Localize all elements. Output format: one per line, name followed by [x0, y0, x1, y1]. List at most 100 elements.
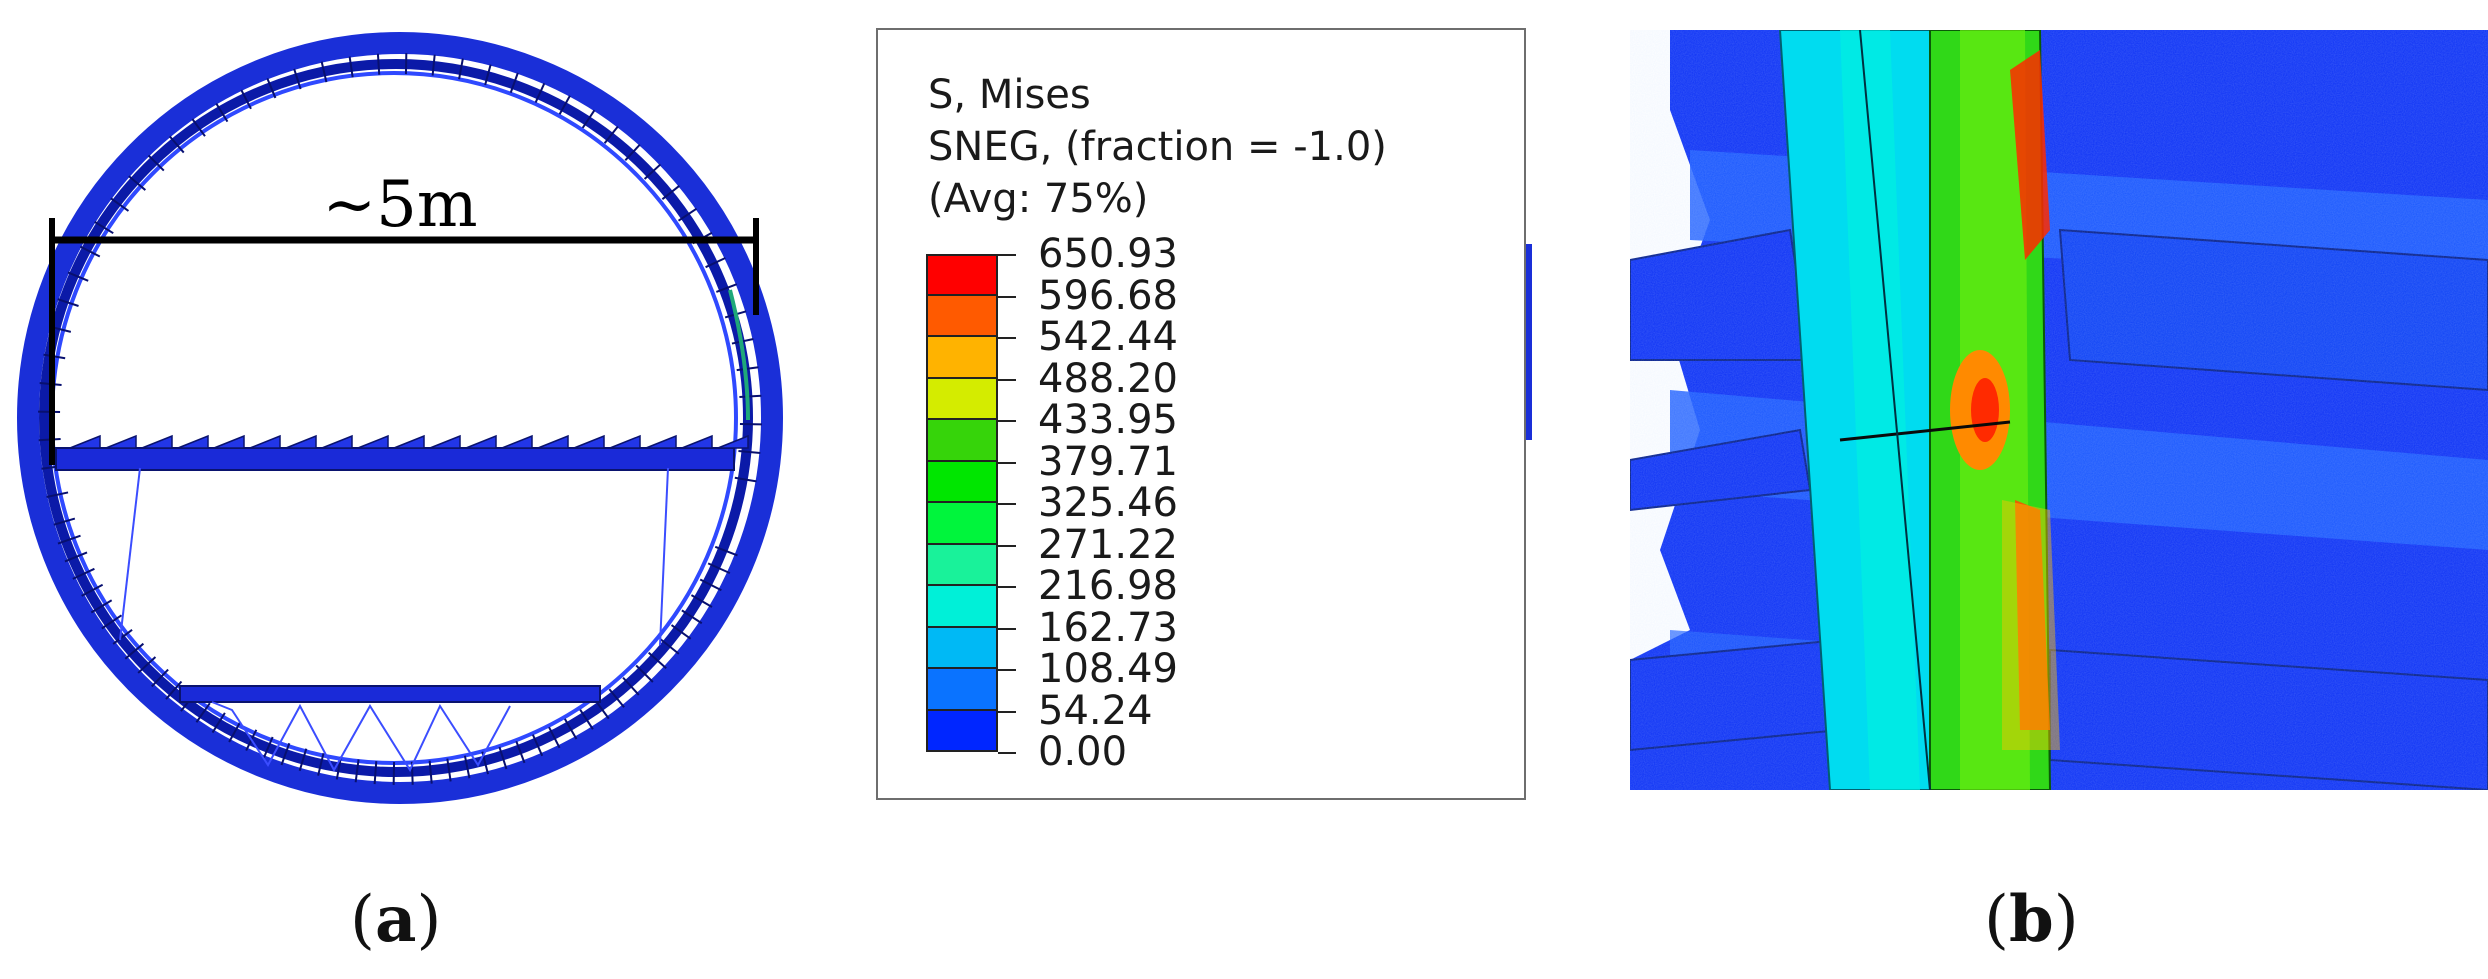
deck-bracket	[717, 434, 749, 449]
legend-value-label: 325.46	[1038, 480, 1178, 526]
hotspot-upper	[2010, 50, 2050, 260]
ring-rib	[128, 175, 147, 191]
legend-value-label: 271.22	[1038, 521, 1178, 568]
legend-value-label: 433.95	[1038, 397, 1178, 443]
deck-bracket	[177, 434, 209, 449]
ring-rib	[90, 599, 113, 614]
ring-rib	[137, 656, 157, 674]
crack-line	[1839, 420, 2011, 442]
caption-a-letter: a	[374, 882, 417, 957]
legend-value-label: 596.68	[1038, 272, 1178, 319]
ring-rib	[563, 718, 578, 740]
ring-rib	[168, 135, 185, 154]
legend-title-line1: S, Mises	[928, 72, 1091, 118]
caption-a: (a)	[350, 882, 441, 957]
ring-rib	[705, 257, 726, 269]
ring-rib	[79, 245, 101, 258]
ring-rib	[643, 163, 662, 180]
ring-rib	[498, 746, 508, 770]
ring-rib	[348, 56, 354, 78]
deck-bracket	[393, 434, 425, 449]
ring-rib	[699, 578, 722, 592]
ring-rib	[376, 53, 381, 75]
ring-rib	[110, 197, 130, 212]
hotspot-lower-halo	[2002, 500, 2060, 750]
ring-rib	[147, 154, 165, 172]
ring-rib	[579, 709, 594, 730]
legend-swatch	[926, 503, 998, 545]
ring-rib	[647, 651, 667, 670]
ring-rib	[739, 394, 762, 398]
ring-stress-highlight	[728, 289, 750, 421]
legend-title-line3: (Avg: 75%)	[928, 176, 1149, 222]
ring-rib	[624, 143, 641, 162]
ring-rib	[211, 712, 226, 734]
deck-bracket	[321, 434, 353, 449]
upper-deck	[55, 447, 735, 471]
ring-rib	[558, 95, 571, 115]
deck-bracket	[573, 434, 605, 449]
ring-rib	[608, 688, 625, 708]
ring-rib	[72, 567, 95, 580]
legend-tick	[998, 295, 1016, 298]
ring-rib	[57, 534, 81, 545]
ring-rib	[67, 271, 89, 282]
ring-rib	[548, 726, 561, 749]
hotspot-lower	[2015, 500, 2050, 730]
deck-bracket	[213, 434, 245, 449]
joint-stress-contour	[1630, 30, 2488, 790]
deck-bracket	[465, 434, 497, 449]
legend-swatch	[926, 254, 998, 296]
ring-rib	[191, 118, 206, 137]
ring-rib	[165, 680, 183, 700]
ring-rib	[240, 89, 252, 110]
deck-bracket	[429, 434, 461, 449]
ring-rib	[46, 491, 69, 498]
ring-rib	[317, 752, 325, 776]
ring-rib	[458, 58, 464, 80]
ring-rib	[151, 668, 169, 688]
ring-rib	[81, 583, 104, 597]
ring-rib	[463, 755, 471, 779]
legend-tick	[998, 752, 1016, 754]
ring-rib	[736, 366, 759, 372]
ring-rib	[515, 740, 526, 764]
ring-rib	[509, 72, 519, 94]
legend-value-label: 650.93	[1038, 231, 1178, 277]
deck-bracket	[609, 434, 641, 449]
legend-tick	[998, 627, 1016, 630]
caption-b: (b)	[1984, 882, 2079, 957]
lower-deck	[179, 685, 601, 703]
legend-swatch	[926, 586, 998, 628]
ring-rib	[94, 221, 114, 235]
ring-rib	[64, 551, 88, 563]
legend-value-label: 108.49	[1038, 646, 1178, 692]
ring-rib	[262, 736, 274, 759]
legend-swatch	[926, 295, 998, 337]
ring-stiffeners	[38, 53, 762, 785]
ring-rib	[112, 628, 133, 645]
legend-tick	[998, 669, 1016, 671]
ring-rib	[738, 449, 761, 454]
ring-rib	[690, 594, 713, 608]
deck-bracket	[537, 434, 569, 449]
deck-bracket	[285, 434, 317, 449]
caption-b-open: (	[1984, 883, 2009, 957]
ring-rib	[195, 702, 211, 723]
lower-truss	[211, 701, 511, 773]
ring-rib	[715, 283, 738, 293]
hotspot-center-core	[1971, 378, 1999, 442]
legend-value-label: 0.00	[1038, 729, 1128, 775]
ring-rib	[298, 748, 308, 772]
legend-side-marker	[1526, 244, 1532, 440]
legend-title-line2: SNEG, (fraction = -1.0)	[928, 124, 1387, 170]
legend-swatch	[926, 378, 998, 420]
legend-value-label: 162.73	[1038, 604, 1178, 651]
ring-rib	[681, 609, 703, 625]
ring-rib	[428, 760, 433, 784]
caption-b-close: )	[2053, 883, 2079, 957]
ring-rib	[101, 614, 123, 630]
ring-rib	[446, 758, 452, 782]
legend-value-label: 54.24	[1038, 687, 1153, 734]
ring-rib	[622, 676, 640, 696]
